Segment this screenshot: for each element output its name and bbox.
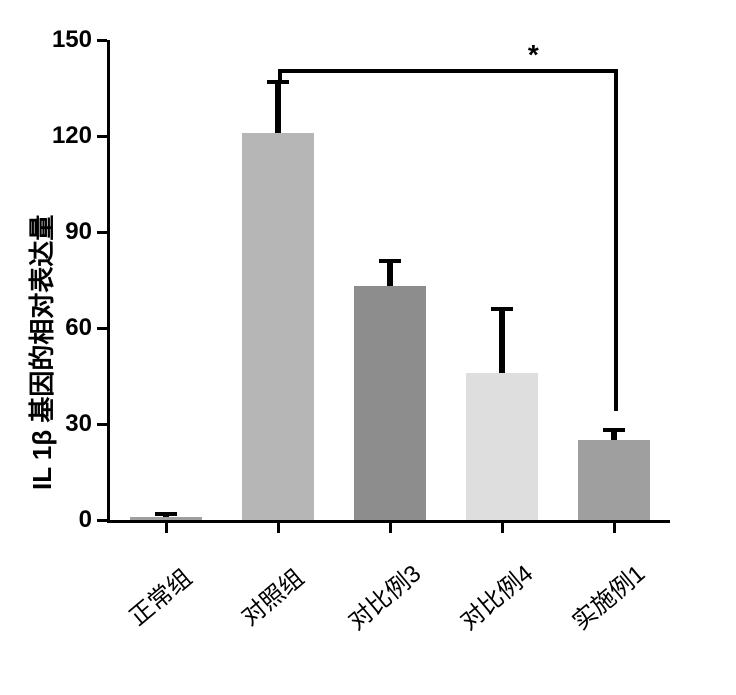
y-tick: [97, 519, 107, 522]
x-tick: [165, 523, 168, 533]
bar: [242, 133, 314, 520]
significance-bracket-right: [614, 69, 618, 411]
chart-container: 0306090120150正常组对照组对比例3对比例4实施例1* IL 1β 基…: [0, 0, 736, 695]
y-axis-title: IL 1β 基因的相对表达量: [22, 215, 59, 490]
bar: [578, 440, 650, 520]
x-tick: [277, 523, 280, 533]
y-tick: [97, 231, 107, 234]
x-axis-label: 对照组: [218, 547, 325, 645]
y-tick: [97, 423, 107, 426]
error-bar: [499, 309, 505, 373]
significance-bracket-left: [278, 69, 282, 82]
error-bar: [275, 82, 281, 133]
x-tick: [501, 523, 504, 533]
y-tick-label: 0: [22, 506, 92, 534]
y-tick: [97, 39, 107, 42]
x-tick: [613, 523, 616, 533]
significance-star: *: [523, 39, 543, 71]
y-tick-label: 120: [22, 122, 92, 150]
y-axis-line: [107, 40, 110, 523]
y-tick: [97, 135, 107, 138]
y-tick-label: 150: [22, 26, 92, 54]
error-bar-cap: [155, 512, 178, 516]
y-tick: [97, 327, 107, 330]
x-tick: [389, 523, 392, 533]
plot-area: 0306090120150正常组对照组对比例3对比例4实施例1*: [110, 40, 670, 520]
x-axis-label: 实施例1: [554, 547, 661, 645]
x-axis-label: 正常组: [106, 547, 213, 645]
x-axis-label: 对比例4: [442, 547, 549, 645]
x-axis-label: 对比例3: [330, 547, 437, 645]
bar: [130, 517, 202, 520]
significance-bracket: [278, 69, 618, 73]
bar: [466, 373, 538, 520]
error-bar-cap: [379, 259, 402, 263]
bar: [354, 286, 426, 520]
error-bar-cap: [491, 307, 514, 311]
error-bar-cap: [603, 428, 626, 432]
error-bar: [387, 261, 393, 287]
